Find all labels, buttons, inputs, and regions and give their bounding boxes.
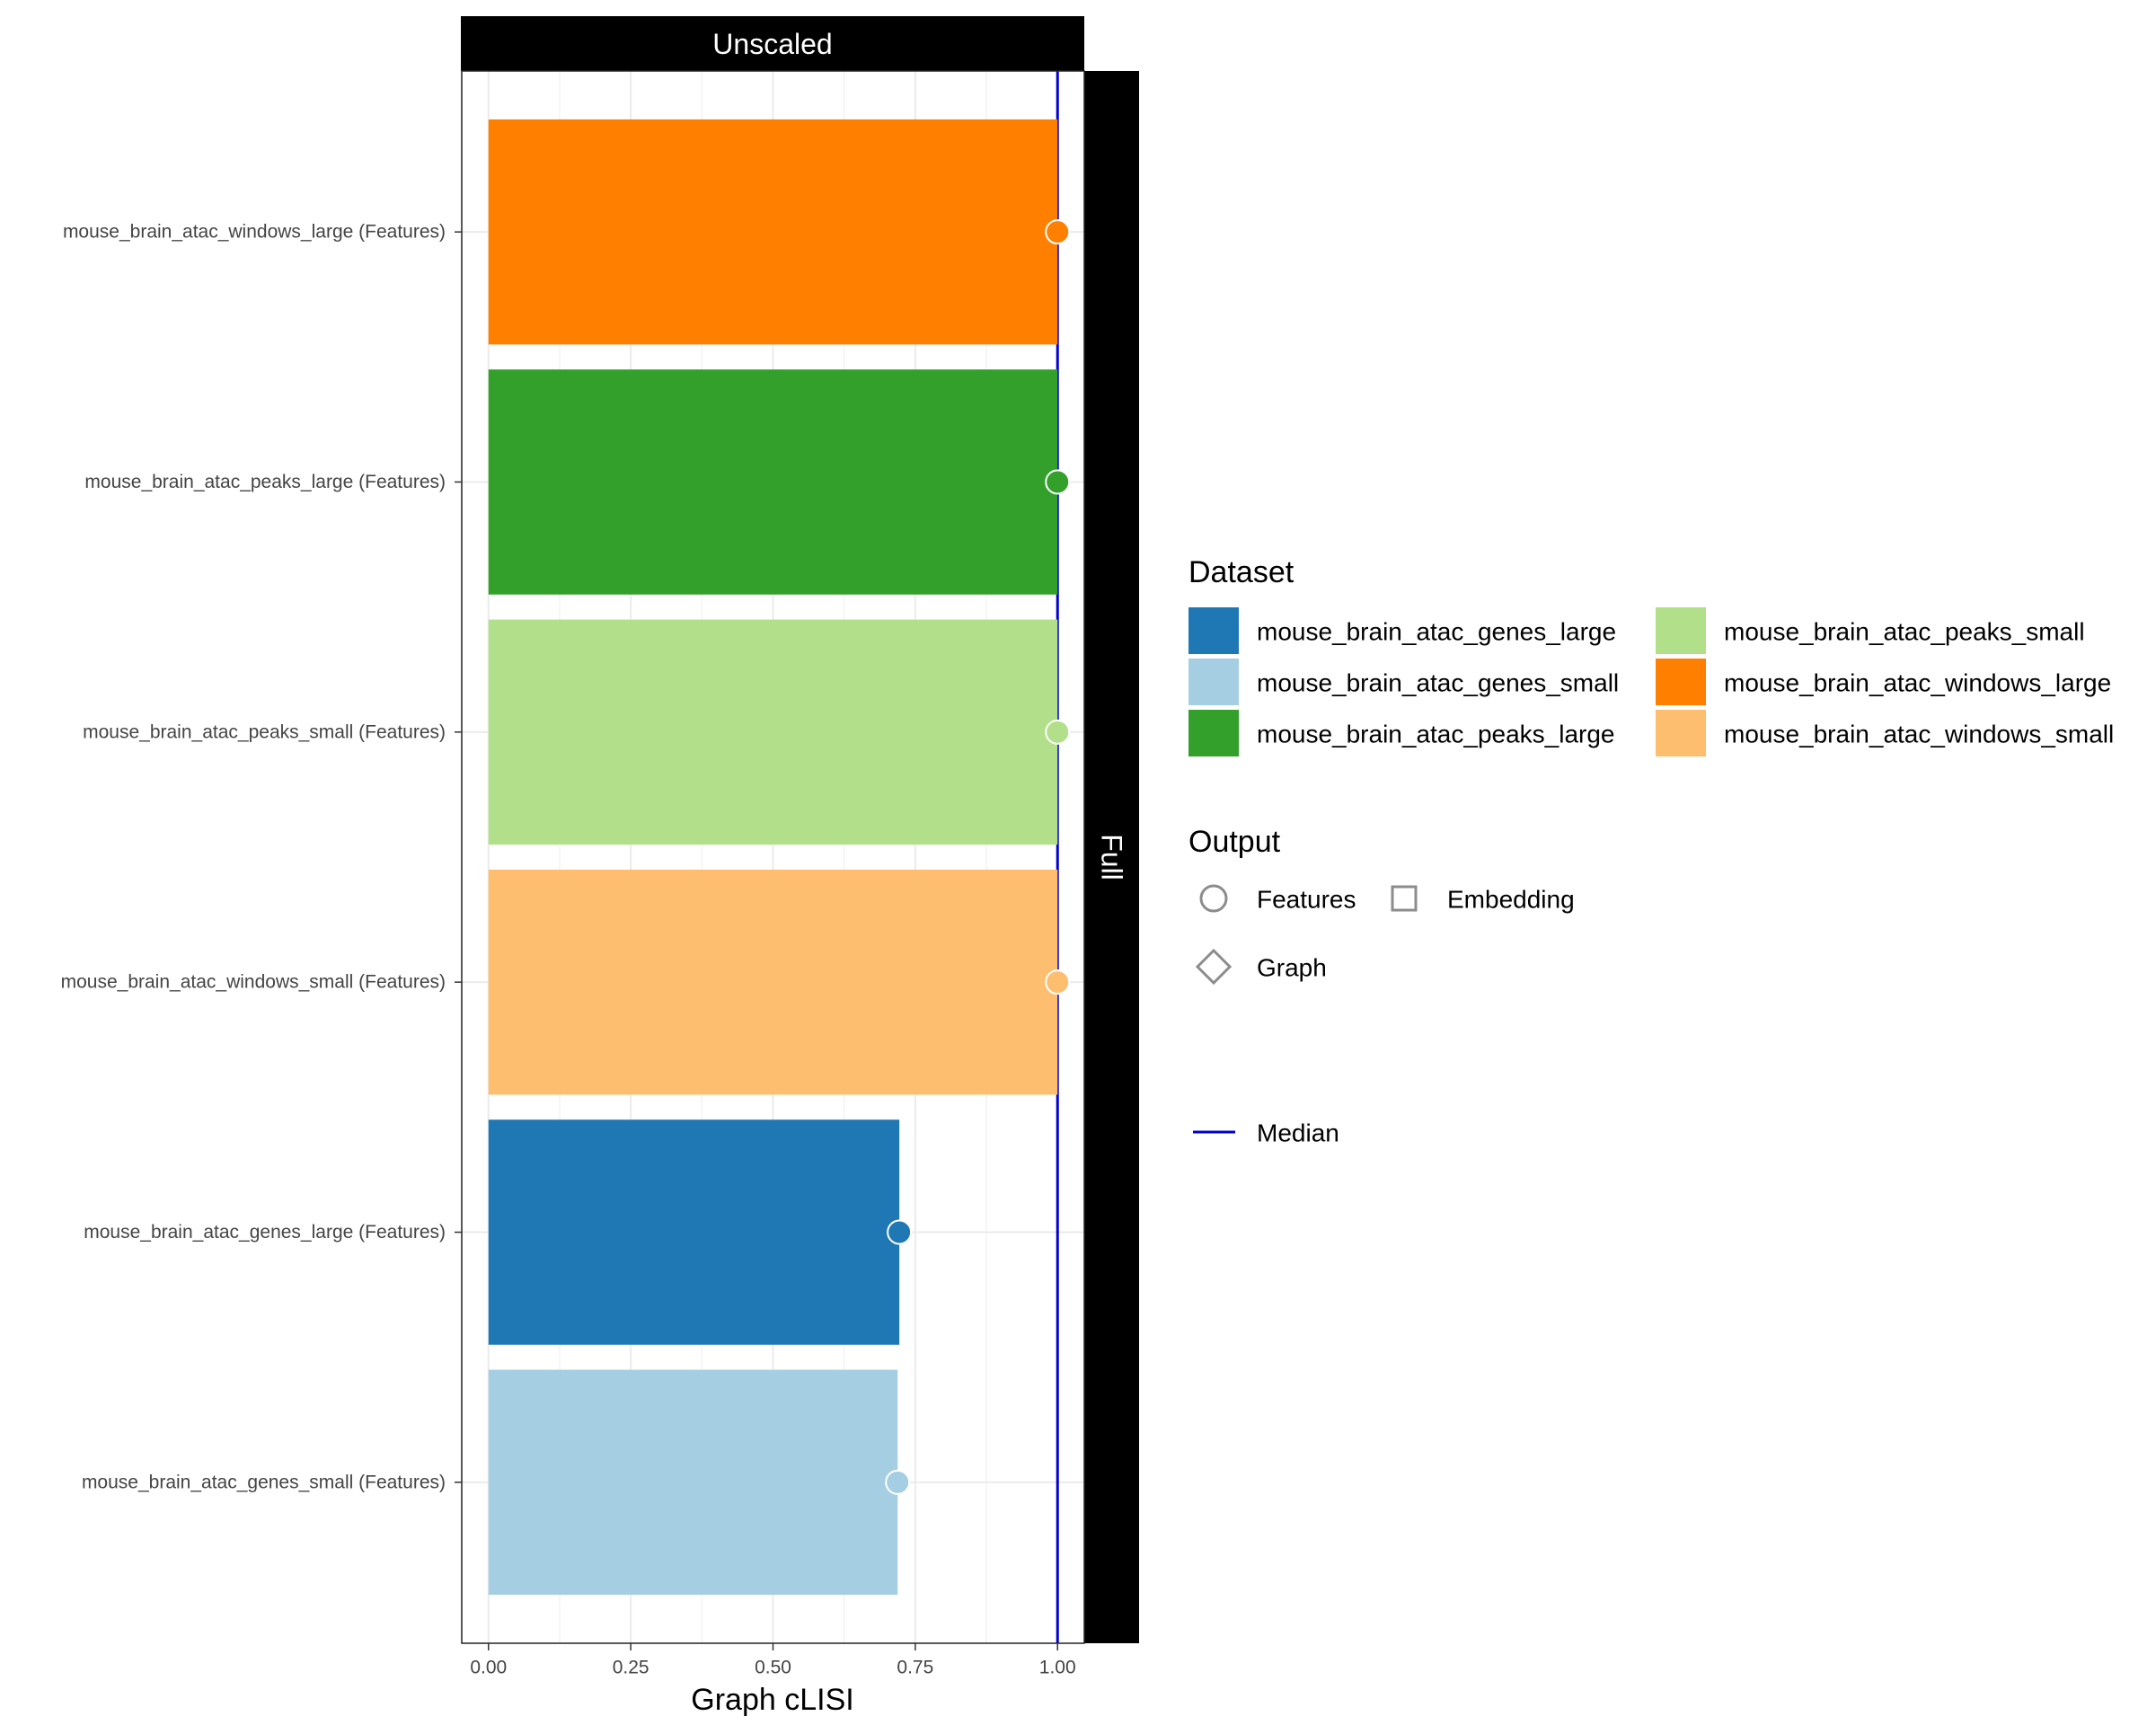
legend-output-title: Output — [1188, 825, 1281, 859]
legend-dataset-label: mouse_brain_atac_peaks_small — [1724, 618, 2085, 646]
facet-strip-top — [461, 16, 1084, 71]
legend-output-circle-icon — [1199, 884, 1228, 913]
legend-dataset-swatch — [1188, 659, 1239, 705]
x-tick-label: 0.50 — [755, 1658, 791, 1678]
legend-dataset-label: mouse_brain_atac_windows_large — [1724, 669, 2111, 697]
facet-strip-top-label: Unscaled — [712, 28, 832, 60]
point — [885, 1469, 911, 1495]
x-tick-label: 1.00 — [1039, 1658, 1076, 1678]
legend-median-label: Median — [1257, 1119, 1339, 1147]
legend-dataset-title: Dataset — [1188, 555, 1294, 589]
bar — [488, 869, 1058, 1095]
x-axis: 0.00 0.25 0.50 0.75 1.00 — [470, 1643, 1076, 1678]
legend-dataset-swatch — [1188, 607, 1239, 654]
legend-output-label: Graph — [1257, 954, 1327, 982]
facet-strip-right-label: Full — [1096, 834, 1128, 880]
bar — [488, 119, 1058, 345]
legend-dataset-label: mouse_brain_atac_genes_large — [1257, 618, 1616, 646]
legend-dataset-label: mouse_brain_atac_peaks_large — [1257, 721, 1615, 748]
point — [1045, 219, 1071, 245]
legend-output-diamond-icon — [1195, 948, 1233, 986]
bars — [488, 119, 1058, 1596]
y-tick-label: mouse_brain_atac_genes_large (Features) — [84, 1222, 446, 1243]
points — [885, 219, 1071, 1495]
bar — [488, 1369, 898, 1596]
legend-output-square-icon — [1391, 885, 1418, 912]
legend-dataset-label: mouse_brain_atac_genes_small — [1257, 669, 1619, 697]
y-tick-label: mouse_brain_atac_windows_small (Features… — [61, 972, 446, 993]
bar — [488, 369, 1058, 595]
point — [1045, 719, 1071, 745]
y-tick-label: mouse_brain_atac_windows_large (Features… — [63, 222, 446, 243]
legend: Dataset mouse_brain_atac_genes_largemous… — [1188, 555, 2114, 1147]
y-tick-label: mouse_brain_atac_peaks_large (Features) — [84, 472, 446, 492]
x-tick-label: 0.25 — [613, 1658, 649, 1678]
facet-strip-right — [1084, 71, 1139, 1643]
bar — [488, 1119, 900, 1345]
point — [887, 1219, 913, 1245]
y-tick-label: mouse_brain_atac_genes_small (Features) — [82, 1472, 446, 1492]
point — [1045, 469, 1071, 495]
legend-output-label: Features — [1257, 886, 1356, 914]
point — [1045, 969, 1071, 995]
x-tick-label: 0.00 — [470, 1658, 507, 1678]
x-axis-title: Graph cLISI — [691, 1683, 853, 1717]
y-axis: mouse_brain_atac_windows_large (Features… — [61, 222, 462, 1492]
legend-dataset-swatch — [1656, 710, 1706, 756]
x-tick-label: 0.75 — [897, 1658, 933, 1678]
legend-dataset-label: mouse_brain_atac_windows_small — [1724, 721, 2114, 748]
legend-output-label: Embedding — [1447, 886, 1575, 914]
bar — [488, 619, 1058, 845]
y-tick-label: mouse_brain_atac_peaks_small (Features) — [83, 721, 446, 742]
legend-dataset-swatch — [1188, 710, 1239, 756]
legend-dataset-swatch — [1656, 607, 1706, 654]
legend-dataset-swatch — [1656, 659, 1706, 705]
